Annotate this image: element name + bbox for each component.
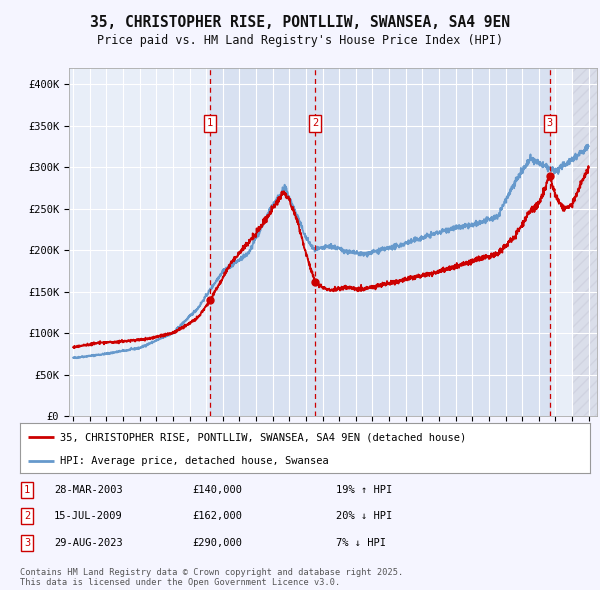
Bar bbox=[210, 68, 550, 416]
Text: 2: 2 bbox=[312, 119, 318, 129]
Text: 35, CHRISTOPHER RISE, PONTLLIW, SWANSEA, SA4 9EN: 35, CHRISTOPHER RISE, PONTLLIW, SWANSEA,… bbox=[90, 15, 510, 30]
Text: Price paid vs. HM Land Registry's House Price Index (HPI): Price paid vs. HM Land Registry's House … bbox=[97, 34, 503, 47]
Text: 28-MAR-2003: 28-MAR-2003 bbox=[54, 485, 123, 494]
Text: 35, CHRISTOPHER RISE, PONTLLIW, SWANSEA, SA4 9EN (detached house): 35, CHRISTOPHER RISE, PONTLLIW, SWANSEA,… bbox=[60, 432, 466, 442]
Text: £162,000: £162,000 bbox=[192, 512, 242, 521]
Text: £290,000: £290,000 bbox=[192, 538, 242, 548]
Text: 7% ↓ HPI: 7% ↓ HPI bbox=[336, 538, 386, 548]
Text: 29-AUG-2023: 29-AUG-2023 bbox=[54, 538, 123, 548]
Text: 2: 2 bbox=[24, 512, 30, 521]
Text: Contains HM Land Registry data © Crown copyright and database right 2025.
This d: Contains HM Land Registry data © Crown c… bbox=[20, 568, 403, 587]
Text: 1: 1 bbox=[207, 119, 214, 129]
Text: 15-JUL-2009: 15-JUL-2009 bbox=[54, 512, 123, 521]
Text: 19% ↑ HPI: 19% ↑ HPI bbox=[336, 485, 392, 494]
Text: 3: 3 bbox=[547, 119, 553, 129]
Text: HPI: Average price, detached house, Swansea: HPI: Average price, detached house, Swan… bbox=[60, 455, 328, 466]
Text: 3: 3 bbox=[24, 538, 30, 548]
Text: 20% ↓ HPI: 20% ↓ HPI bbox=[336, 512, 392, 521]
Bar bbox=[572, 68, 597, 416]
Text: £140,000: £140,000 bbox=[192, 485, 242, 494]
Text: 1: 1 bbox=[24, 485, 30, 494]
